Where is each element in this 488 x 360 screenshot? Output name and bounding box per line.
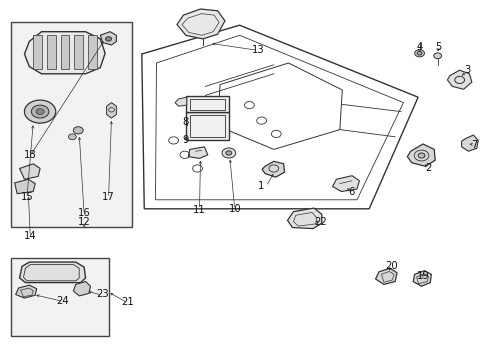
Text: 15: 15 — [20, 192, 33, 202]
Text: 13: 13 — [251, 45, 264, 55]
Circle shape — [31, 105, 49, 118]
Circle shape — [225, 151, 231, 155]
Polygon shape — [88, 35, 97, 69]
Text: 4: 4 — [416, 42, 422, 52]
Circle shape — [68, 134, 76, 140]
Polygon shape — [73, 282, 90, 296]
Polygon shape — [332, 176, 359, 192]
Text: 16: 16 — [78, 208, 90, 218]
Polygon shape — [185, 96, 228, 112]
Polygon shape — [20, 262, 85, 283]
Polygon shape — [106, 103, 116, 118]
Text: 24: 24 — [56, 296, 69, 306]
Polygon shape — [447, 70, 471, 89]
Circle shape — [433, 53, 441, 59]
Polygon shape — [175, 97, 186, 106]
Polygon shape — [461, 135, 477, 151]
Polygon shape — [407, 144, 434, 166]
Polygon shape — [412, 271, 430, 286]
Circle shape — [105, 37, 111, 41]
Circle shape — [414, 50, 424, 57]
Text: 23: 23 — [96, 289, 109, 300]
Bar — [11, 258, 108, 336]
Polygon shape — [47, 35, 56, 69]
Circle shape — [73, 127, 83, 134]
Circle shape — [416, 51, 421, 55]
Polygon shape — [177, 9, 224, 39]
Polygon shape — [262, 161, 284, 177]
Polygon shape — [375, 268, 396, 284]
Text: 14: 14 — [24, 231, 37, 241]
Text: 1: 1 — [257, 181, 264, 192]
Circle shape — [24, 100, 56, 123]
Polygon shape — [61, 35, 69, 69]
Polygon shape — [185, 112, 228, 140]
Circle shape — [417, 153, 424, 158]
Circle shape — [36, 109, 44, 114]
Text: 20: 20 — [384, 261, 397, 271]
Text: 10: 10 — [228, 204, 241, 214]
Polygon shape — [287, 208, 321, 229]
Text: 11: 11 — [193, 204, 205, 215]
Text: 2: 2 — [425, 163, 431, 174]
Polygon shape — [24, 32, 105, 74]
Text: 17: 17 — [102, 192, 115, 202]
Polygon shape — [188, 147, 207, 158]
Polygon shape — [74, 35, 83, 69]
Polygon shape — [15, 179, 35, 194]
Text: 21: 21 — [122, 297, 134, 307]
Text: 22: 22 — [313, 217, 326, 228]
Text: 19: 19 — [416, 271, 429, 282]
Text: 3: 3 — [463, 65, 469, 75]
Text: 8: 8 — [183, 117, 188, 127]
Text: 12: 12 — [78, 217, 90, 228]
Polygon shape — [20, 164, 40, 179]
Text: 6: 6 — [347, 186, 354, 197]
Text: 5: 5 — [434, 42, 441, 52]
Text: 9: 9 — [182, 135, 189, 145]
Polygon shape — [100, 32, 116, 45]
Polygon shape — [33, 35, 42, 69]
Bar — [11, 22, 132, 227]
Circle shape — [222, 148, 235, 158]
Text: 18: 18 — [24, 150, 37, 160]
Polygon shape — [16, 285, 37, 298]
Text: 7: 7 — [470, 140, 477, 150]
